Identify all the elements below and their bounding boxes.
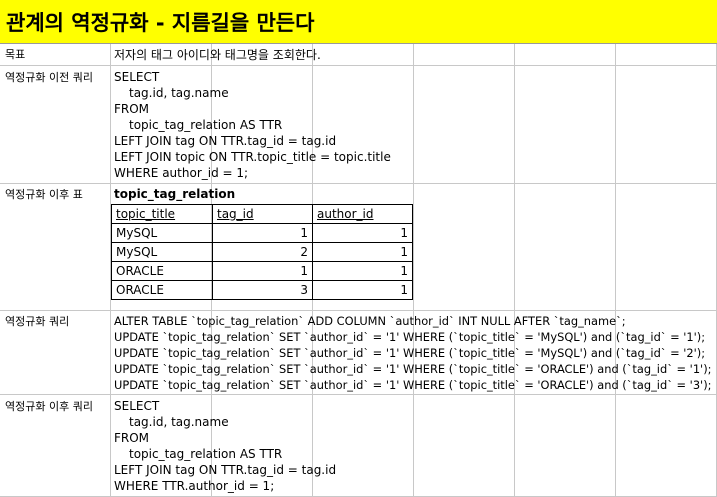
code-line: SELECT [114, 399, 160, 413]
before-query-code: SELECT tag.id, tag.name FROM topic_tag_r… [114, 69, 391, 181]
cell-author-id: 1 [312, 223, 413, 243]
cell-author-id: 1 [312, 280, 413, 300]
table-header-row: topic_title tag_id author_id [111, 204, 413, 224]
table-row: ORACLE 1 1 [111, 261, 413, 281]
cell-author-id: 1 [312, 242, 413, 262]
goal-value: 저자의 태그 아이디와 태그명을 조회한다. [114, 48, 321, 62]
code-line: LEFT JOIN tag ON TTR.tag_id = tag.id [114, 463, 337, 477]
page-title: 관계의 역정규화 - 지름길을 만든다 [6, 11, 315, 35]
before-query-label: 역정규화 이전 쿼리 [5, 71, 93, 84]
code-line: tag.id, tag.name [129, 415, 229, 429]
denorm-query-code: ALTER TABLE `topic_tag_relation` ADD COL… [114, 313, 711, 393]
cell-topic-title: ORACLE [111, 261, 213, 281]
code-line: FROM [114, 431, 150, 445]
code-line: topic_tag_relation AS TTR [129, 118, 283, 132]
cell-tag-id: 2 [212, 242, 313, 262]
code-line: FROM [114, 102, 150, 116]
code-line: UPDATE `topic_tag_relation` SET `author_… [114, 346, 706, 360]
table-row: MySQL 1 1 [111, 223, 413, 243]
goal-label: 목표 [5, 48, 26, 61]
code-line: UPDATE `topic_tag_relation` SET `author_… [114, 378, 712, 392]
code-line: topic_tag_relation AS TTR [129, 447, 283, 461]
cell-topic-title: MySQL [111, 242, 213, 262]
cell-tag-id: 1 [212, 223, 313, 243]
after-query-label: 역정규화 이후 쿼리 [5, 400, 93, 413]
after-query-code: SELECT tag.id, tag.name FROM topic_tag_r… [114, 398, 336, 494]
cell-topic-title: MySQL [111, 223, 213, 243]
code-line: SELECT [114, 70, 160, 84]
denorm-query-label: 역정규화 쿼리 [5, 315, 70, 328]
code-line: WHERE author_id = 1; [114, 166, 249, 180]
code-line: LEFT JOIN topic ON TTR.topic_title = top… [114, 150, 391, 164]
code-line: UPDATE `topic_tag_relation` SET `author_… [114, 362, 712, 376]
title-bar: 관계의 역정규화 - 지름길을 만든다 [0, 0, 717, 44]
cell-topic-title: ORACLE [111, 280, 213, 300]
header-topic-title: topic_title [111, 204, 213, 224]
table-row: ORACLE 3 1 [111, 280, 413, 300]
cell-tag-id: 3 [212, 280, 313, 300]
topic-tag-relation-table: topic_title tag_id author_id MySQL 1 1 M… [111, 204, 413, 300]
code-line: ALTER TABLE `topic_tag_relation` ADD COL… [114, 314, 626, 328]
header-tag-id: tag_id [212, 204, 313, 224]
header-author-id: author_id [312, 204, 413, 224]
after-table-label: 역정규화 이후 표 [5, 188, 83, 201]
code-line: LEFT JOIN tag ON TTR.tag_id = tag.id [114, 134, 337, 148]
cell-tag-id: 1 [212, 261, 313, 281]
code-line: tag.id, tag.name [129, 86, 229, 100]
table-name: topic_tag_relation [114, 187, 236, 201]
code-line: UPDATE `topic_tag_relation` SET `author_… [114, 330, 706, 344]
table-row: MySQL 2 1 [111, 242, 413, 262]
code-line: WHERE TTR.author_id = 1; [114, 479, 275, 493]
cell-author-id: 1 [312, 261, 413, 281]
